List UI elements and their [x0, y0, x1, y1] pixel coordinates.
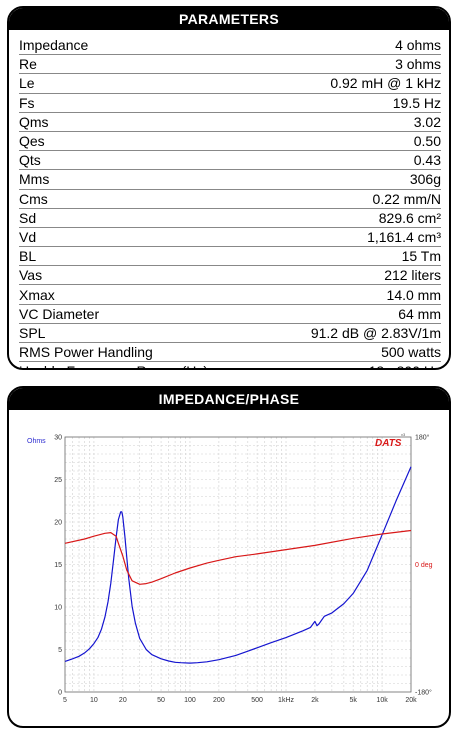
parameters-table: Impedance 4 ohms Re 3 ohms Le 0.92 mH @ 1 kHz…: [19, 36, 441, 368]
parameter-value: 18 - 800 Hz: [269, 362, 441, 368]
parameter-value: 91.2 dB @ 2.83V/1m: [268, 323, 441, 344]
x-tick-label: 100: [184, 697, 196, 704]
parameter-row: Xmax 14.0 mm: [19, 284, 441, 305]
x-tick-label: 1kHz: [278, 697, 294, 704]
y2-tick-label: -180°: [415, 689, 432, 697]
x-tick-label: 200: [213, 697, 225, 704]
phase-series-line: [64, 529, 412, 585]
y-tick-label: 15: [54, 562, 62, 569]
parameter-row: Vas 212 liters: [19, 265, 441, 286]
parameter-value: 829.6 cm²: [268, 208, 441, 228]
axis-ticks: 5 10 20 50 100 200 500 1kHz 2k 5k 10k 20k0510152025…: [54, 434, 432, 705]
parameter-value: 0.43: [268, 150, 441, 171]
parameter-row: RMS Power Handling 500 watts: [19, 342, 441, 363]
x-tick-label: 5: [63, 697, 67, 704]
parameter-label: Xmax: [19, 284, 269, 305]
parameters-title: PARAMETERS: [9, 8, 449, 30]
parameter-row: Qts 0.43: [19, 150, 441, 171]
parameter-row: Fs 19.5 Hz: [19, 93, 441, 113]
parameter-value: 0.92 mH @ 1 kHz: [268, 73, 441, 94]
parameter-label: Vas: [19, 265, 269, 286]
parameter-value: 1,161.4 cm³: [268, 227, 441, 248]
parameter-label: Mms: [19, 169, 269, 190]
y2-tick-label: 0 deg: [415, 562, 433, 569]
parameter-value: 500 watts: [268, 342, 441, 363]
parameter-label: BL: [19, 246, 269, 267]
parameter-value: 3.02: [268, 112, 441, 132]
parameter-row: Cms 0.22 mm/N: [19, 189, 441, 209]
x-tick-label: 2k: [311, 697, 319, 704]
y2-tick-label: 180°: [415, 434, 430, 442]
chart-grid: [65, 437, 411, 692]
parameter-value: 64 mm: [268, 304, 441, 324]
parameter-label: Sd: [19, 208, 269, 228]
parameter-row: Mms 306g: [19, 169, 441, 190]
impedance-phase-chart: 5 10 20 50 100 200 500 1kHz 2k 5k 10k 20k0510152025…: [27, 432, 433, 705]
impedance-series-line: [64, 466, 412, 664]
parameter-row: VC Diameter 64 mm: [19, 304, 441, 324]
parameter-row: Sd 829.6 cm²: [19, 208, 441, 228]
parameter-row: SPL 91.2 dB @ 2.83V/1m: [19, 323, 441, 344]
parameter-value: 4 ohms: [268, 36, 441, 56]
dats-logo: DATS: [375, 438, 402, 449]
y-tick-label: 25: [54, 477, 62, 484]
x-tick-label: 10k: [376, 697, 388, 704]
parameter-row: BL 15 Tm: [19, 246, 441, 267]
dats-logo-version: v3: [401, 432, 406, 437]
y-tick-label: 30: [54, 435, 62, 442]
x-tick-label: 20k: [405, 697, 417, 704]
parameter-label: Vd: [19, 227, 269, 248]
parameters-panel: PARAMETERS Impedance 4 ohms Re 3 ohms Le 0.92…: [7, 6, 451, 370]
impedance-phase-panel: IMPEDANCE/PHASE 5 10 20 50 100 200 500 1kHz 2k 5k…: [7, 386, 451, 728]
y-tick-label: 5: [58, 647, 62, 654]
y-tick-label: 10: [54, 605, 62, 612]
y-tick-label: 0: [58, 690, 62, 697]
parameter-label: RMS Power Handling: [19, 342, 269, 363]
parameter-label: Le: [19, 73, 269, 94]
x-tick-label: 500: [251, 697, 263, 704]
y-axis-label: Ohms: [27, 438, 46, 445]
plot-frame: [64, 436, 412, 693]
parameter-value: 0.50: [268, 131, 441, 152]
chart-series: [64, 466, 412, 664]
parameter-row: Qms 3.02: [19, 112, 441, 132]
parameter-row: Usable Frequency Range (Hz)18 - 800 Hz: [19, 362, 441, 368]
parameter-label: VC Diameter: [19, 304, 269, 324]
parameter-label: Fs: [19, 93, 269, 113]
x-tick-label: 20: [119, 697, 127, 704]
parameter-row: Impedance 4 ohms: [19, 36, 441, 56]
parameter-label: Impedance: [19, 36, 269, 56]
parameter-row: Qes 0.50: [19, 131, 441, 152]
parameter-value: 3 ohms: [268, 54, 441, 75]
parameter-label: Re: [19, 54, 269, 75]
parameter-value: 306g: [268, 169, 441, 190]
y-tick-label: 20: [54, 520, 62, 527]
parameter-label: Cms: [19, 189, 269, 209]
parameter-label: Qts: [19, 150, 269, 171]
parameter-row: Vd 1,161.4 cm³: [19, 227, 441, 248]
parameter-row: Le 0.92 mH @ 1 kHz: [19, 73, 441, 94]
parameter-value: 0.22 mm/N: [268, 189, 441, 209]
parameter-label: Usable Frequency Range (Hz): [19, 362, 269, 368]
parameter-value: 14.0 mm: [268, 284, 441, 305]
parameter-value: 19.5 Hz: [268, 93, 441, 113]
parameter-value: 212 liters: [268, 265, 441, 286]
parameter-label: SPL: [19, 323, 269, 344]
x-tick-label: 10: [90, 697, 98, 704]
parameter-value: 15 Tm: [268, 246, 441, 267]
x-tick-label: 50: [157, 697, 165, 704]
parameter-label: Qms: [19, 112, 269, 132]
x-tick-label: 5k: [349, 697, 357, 704]
impedance-phase-title: IMPEDANCE/PHASE: [9, 388, 449, 410]
parameter-label: Qes: [19, 131, 269, 152]
parameter-row: Re 3 ohms: [19, 54, 441, 75]
